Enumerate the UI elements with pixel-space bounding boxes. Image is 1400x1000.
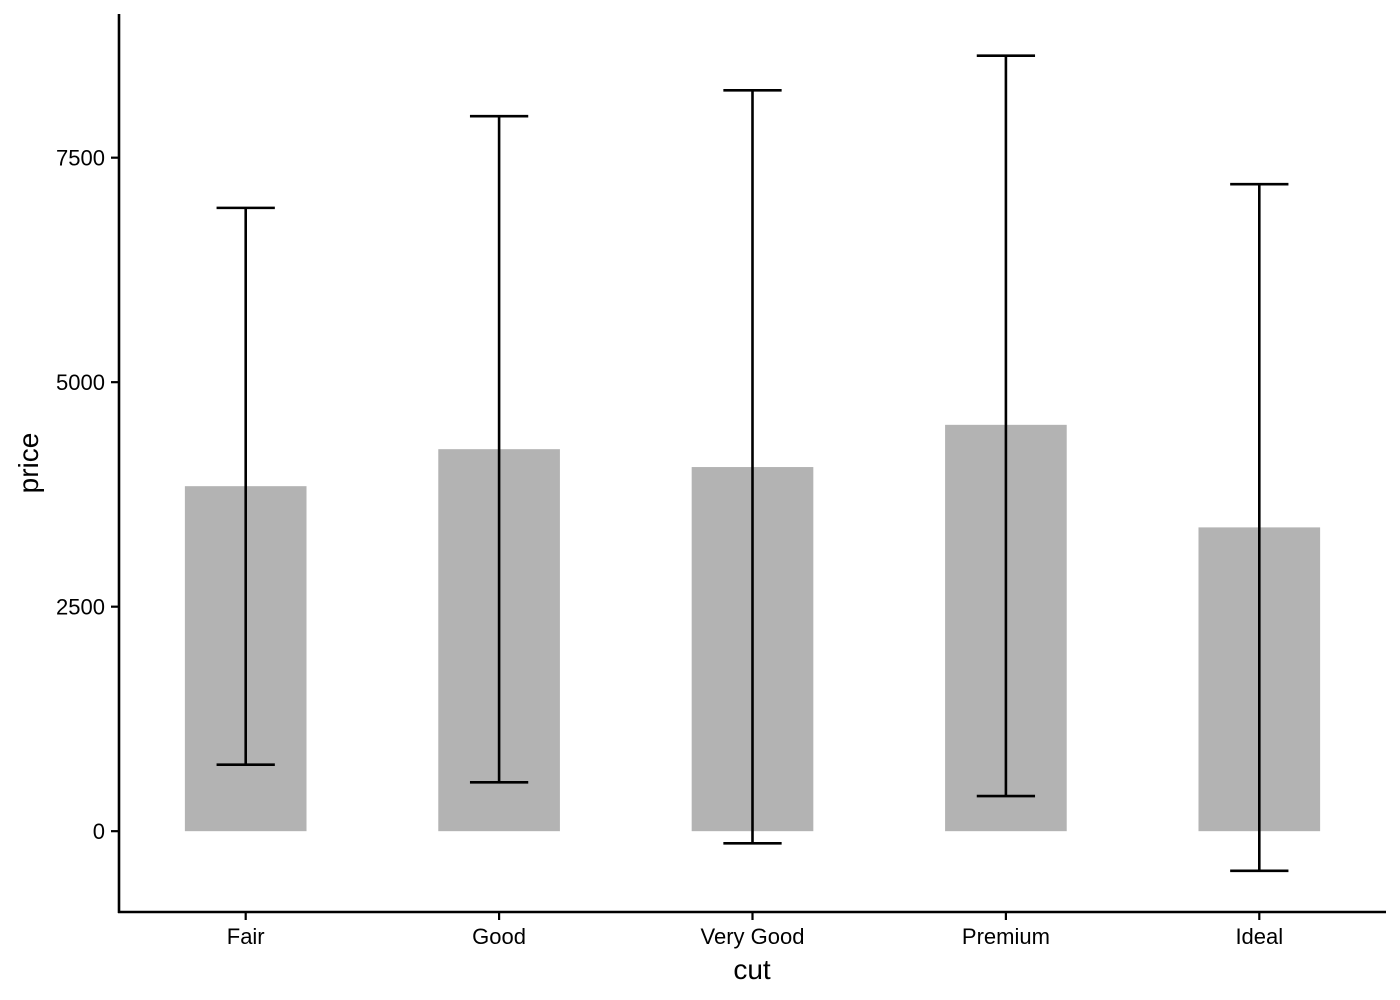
x-tick-label-2: Very Good xyxy=(701,924,805,949)
x-tick-label-3: Premium xyxy=(962,924,1050,949)
y-tick-label-2: 5000 xyxy=(56,370,105,395)
y-axis-title: price xyxy=(13,433,44,494)
x-axis-title: cut xyxy=(733,954,771,985)
x-tick-label-0: Fair xyxy=(227,924,265,949)
y-tick-label-1: 2500 xyxy=(56,595,105,620)
y-ticks: 0 2500 5000 7500 xyxy=(56,146,119,844)
errorbar-2 xyxy=(723,89,782,845)
x-ticks: Fair Good Very Good Premium Ideal xyxy=(227,912,1283,949)
errorbar-4 xyxy=(1230,182,1289,873)
y-tick-label-3: 7500 xyxy=(56,146,105,171)
errorbars-layer xyxy=(216,54,1289,873)
errorbar-3 xyxy=(976,54,1036,798)
y-tick-label-0: 0 xyxy=(93,819,105,844)
errorbar-1 xyxy=(469,114,529,784)
errorbar-0 xyxy=(216,206,275,766)
x-tick-label-1: Good xyxy=(472,924,526,949)
x-tick-label-4: Ideal xyxy=(1235,924,1283,949)
